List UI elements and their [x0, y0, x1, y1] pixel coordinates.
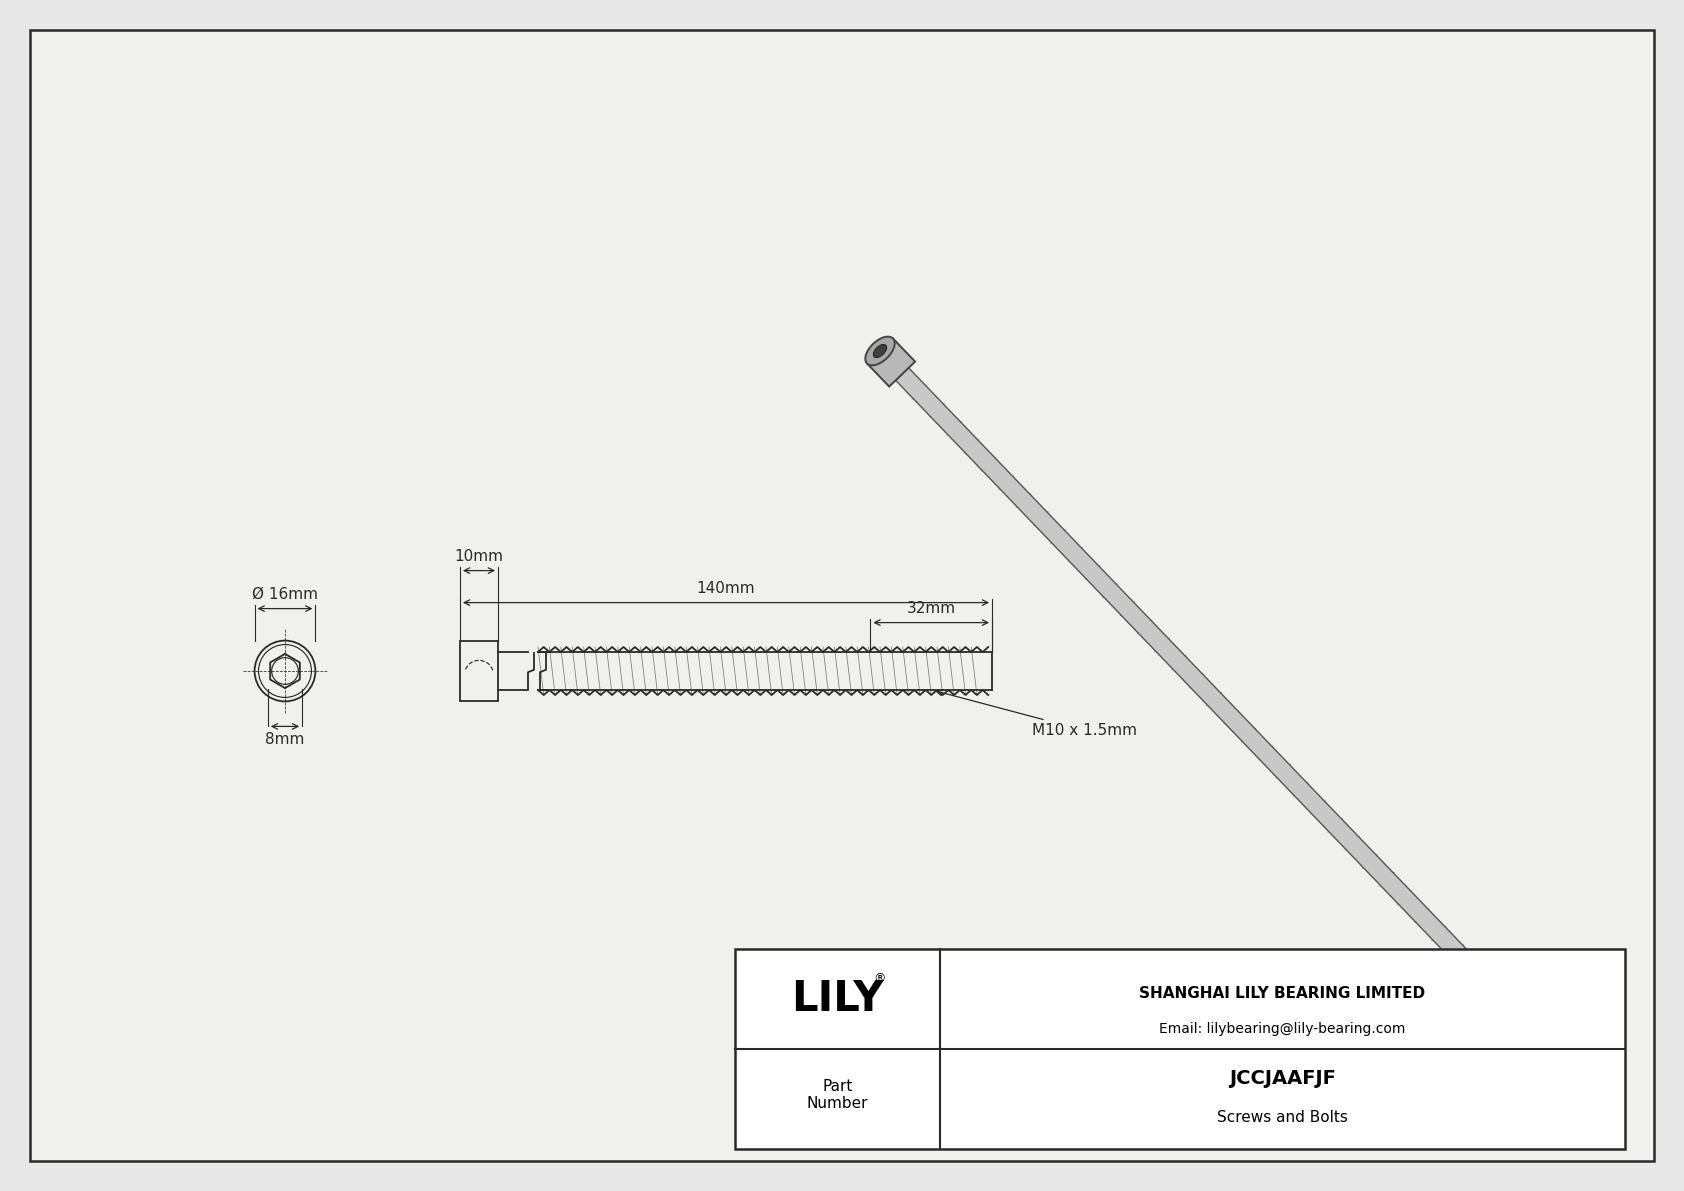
Text: 8mm: 8mm: [266, 732, 305, 748]
Polygon shape: [30, 30, 1654, 1161]
Ellipse shape: [1588, 1089, 1603, 1103]
Text: ®: ®: [874, 973, 886, 985]
Text: Ø 16mm: Ø 16mm: [253, 587, 318, 601]
Text: JCCJAAFJF: JCCJAAFJF: [1229, 1070, 1335, 1089]
Text: 140mm: 140mm: [697, 580, 756, 596]
Text: Email: lilybearing@lily-bearing.com: Email: lilybearing@lily-bearing.com: [1159, 1022, 1406, 1036]
Polygon shape: [896, 368, 1601, 1102]
Ellipse shape: [874, 344, 886, 357]
Ellipse shape: [866, 337, 894, 366]
Polygon shape: [867, 338, 914, 387]
Text: Screws and Bolts: Screws and Bolts: [1218, 1110, 1347, 1124]
Text: 10mm: 10mm: [455, 549, 504, 563]
Text: LILY: LILY: [791, 978, 884, 1019]
Text: SHANGHAI LILY BEARING LIMITED: SHANGHAI LILY BEARING LIMITED: [1140, 985, 1426, 1000]
Bar: [734, 949, 1625, 1149]
Text: Part
Number: Part Number: [807, 1079, 869, 1111]
Text: M10 x 1.5mm: M10 x 1.5mm: [936, 690, 1137, 738]
Text: 32mm: 32mm: [906, 600, 957, 616]
